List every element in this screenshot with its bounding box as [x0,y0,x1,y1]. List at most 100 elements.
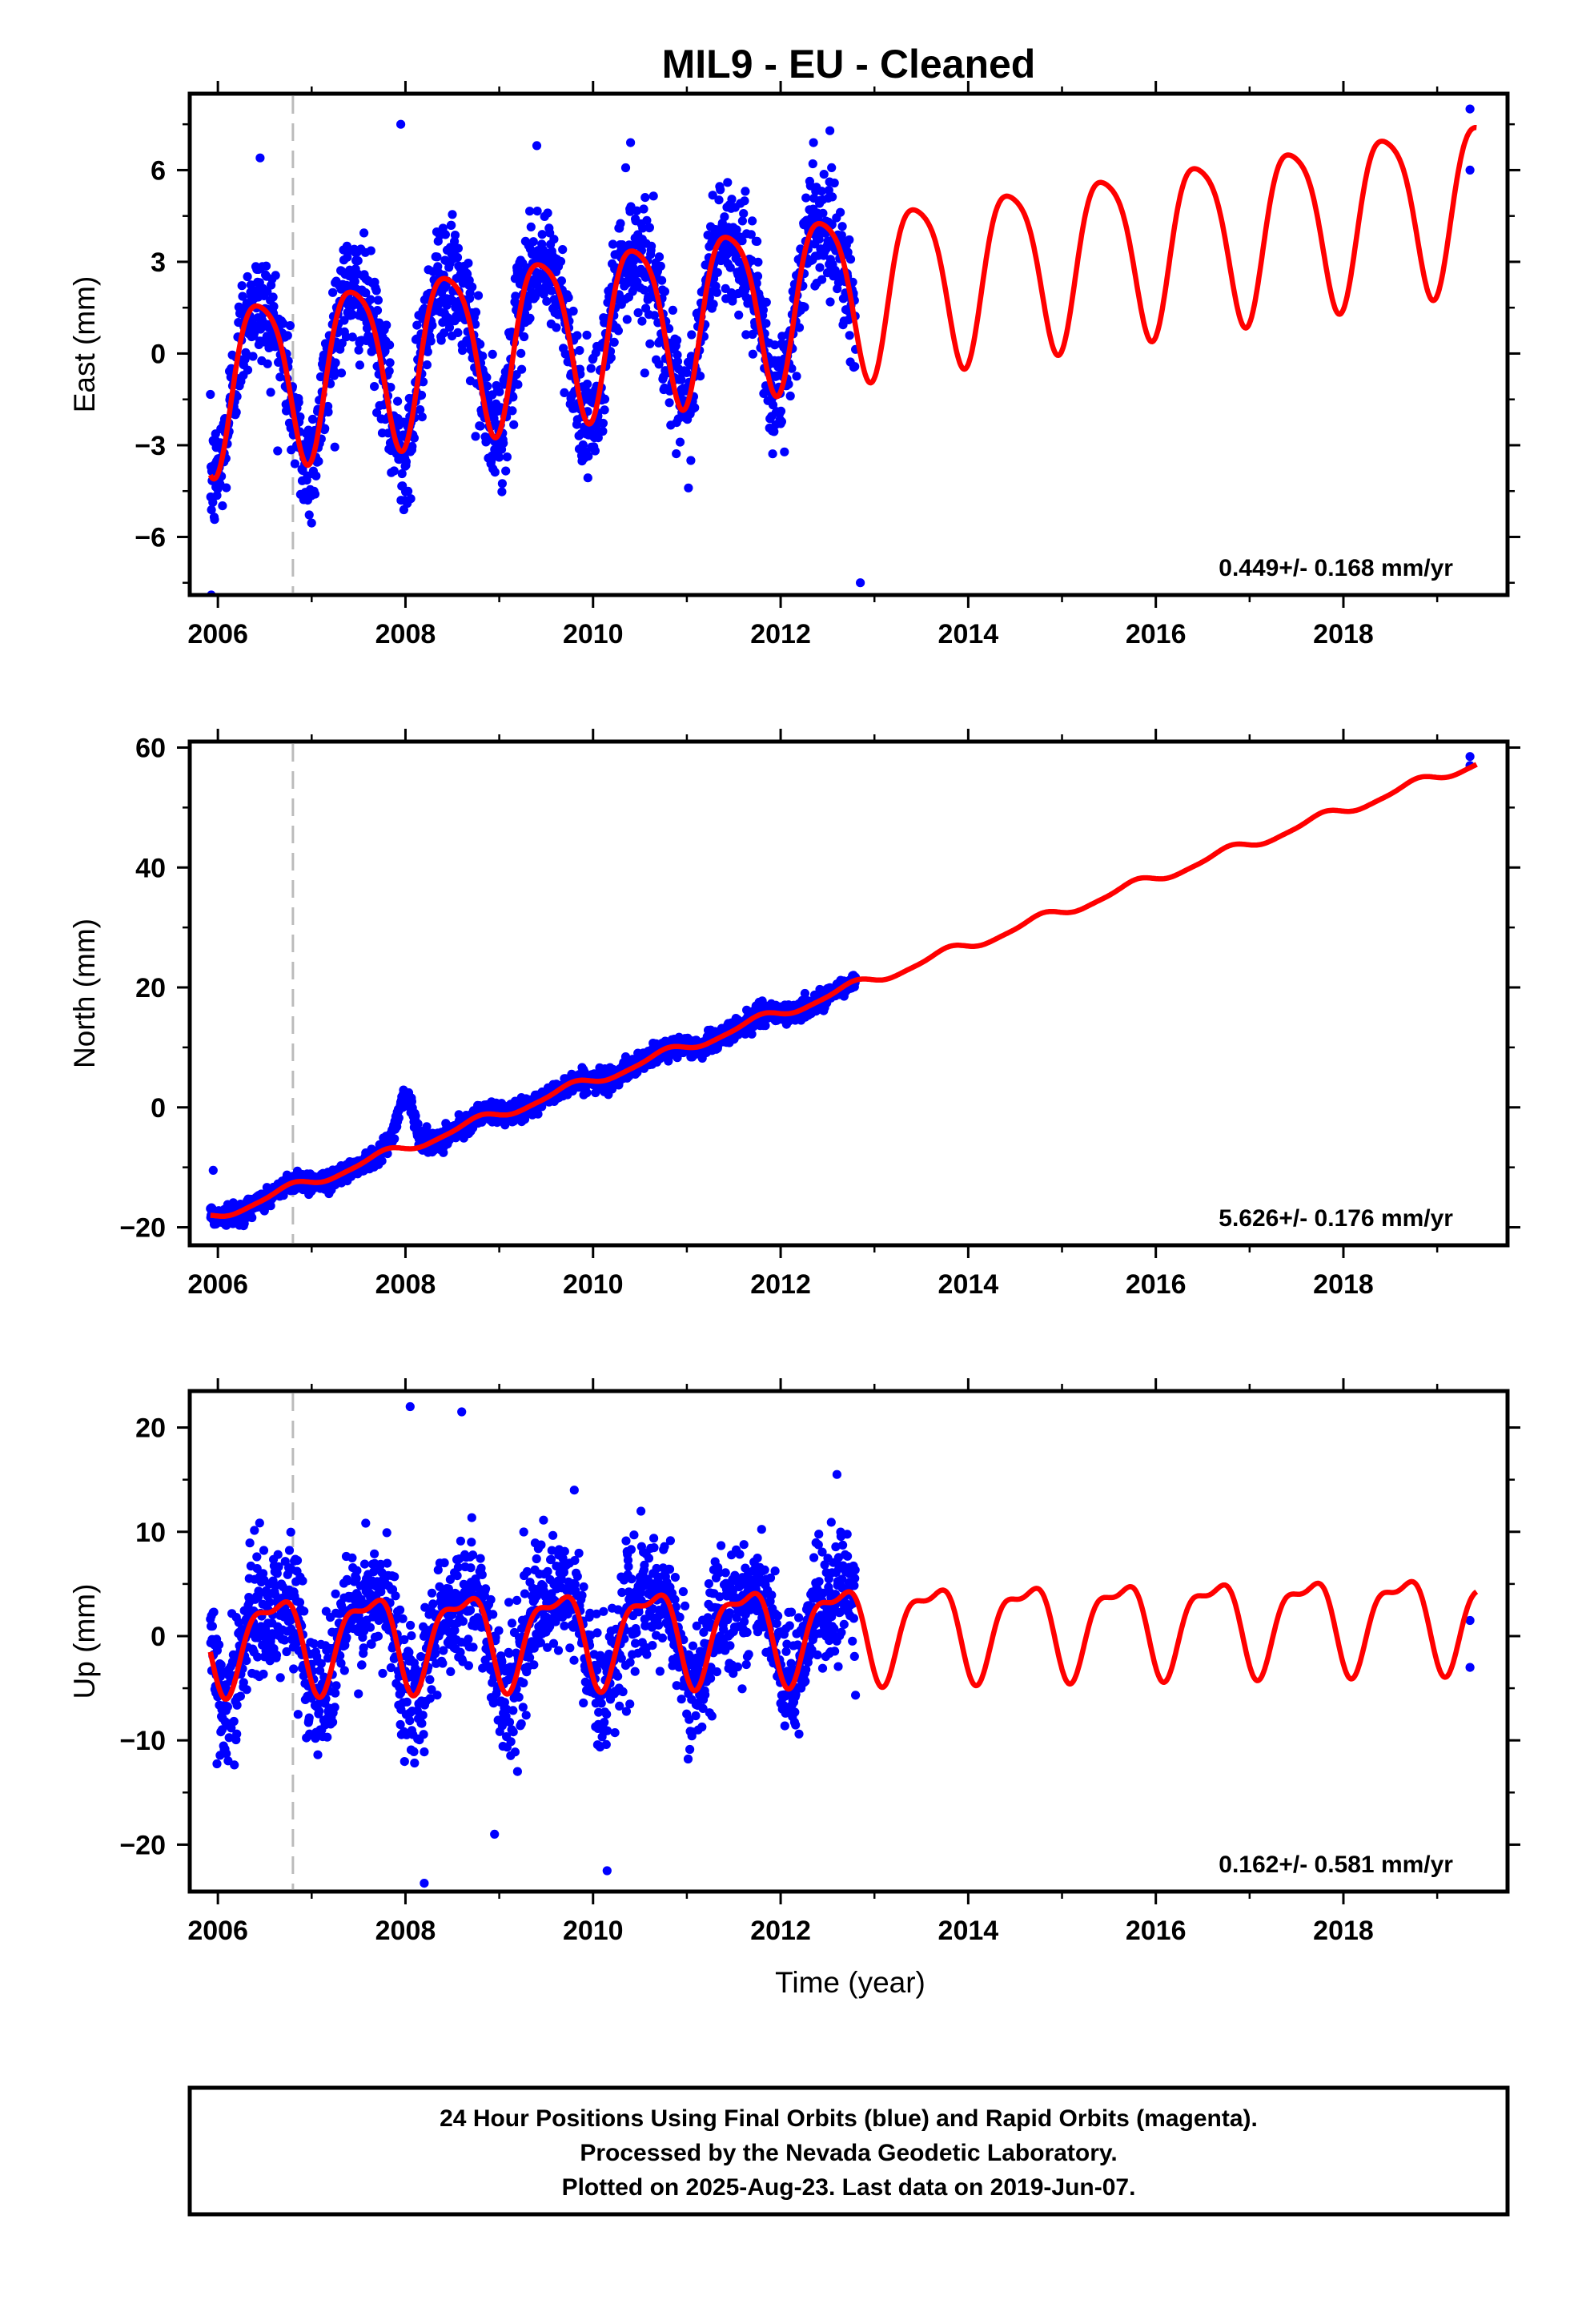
data-point [245,1538,255,1548]
data-point [507,1618,517,1628]
data-point [569,1655,579,1665]
data-point [230,1760,239,1770]
data-point [440,328,449,338]
data-point [408,441,417,452]
data-point [471,432,480,441]
data-point [466,1563,476,1573]
data-point [639,285,649,295]
data-point [586,364,596,373]
data-point [232,1729,242,1739]
data-point [673,336,682,345]
rate-annotation: 0.449+/- 0.168 mm/yr [1219,555,1453,581]
data-point [590,446,600,456]
data-point [366,246,375,255]
x-tick-label: 2008 [375,619,436,649]
data-point [299,1606,309,1616]
data-point [642,215,652,225]
data-point [543,208,552,218]
data-point [229,1716,239,1727]
data-point [582,1088,592,1098]
data-point [808,159,817,169]
data-point [525,313,535,323]
data-point [723,178,733,187]
y-tick-label: 40 [135,853,166,883]
data-point [639,204,648,214]
data-point [542,296,552,306]
data-point [373,1631,383,1641]
data-point [509,420,519,429]
data-point [770,340,780,350]
data-point [686,456,696,465]
data-point [304,1713,314,1723]
data-point [208,1165,218,1175]
data-point [660,287,670,296]
data-point [378,1668,387,1679]
data-point [622,315,632,324]
data-point [506,1737,516,1747]
data-point [508,1727,518,1737]
data-point [401,457,411,467]
data-point [417,412,427,422]
data-point [237,281,247,291]
data-point [621,1536,631,1546]
data-point [347,1553,357,1562]
data-point [690,403,700,412]
data-point [1465,752,1475,762]
data-point [331,1688,340,1698]
y-tick-label: −20 [119,1213,166,1244]
data-point [456,1536,466,1546]
data-point [336,368,347,378]
x-tick-label: 2018 [1313,619,1374,649]
data-point [684,483,693,493]
data-point [827,163,837,172]
data-point [753,236,762,246]
data-point [458,1617,468,1626]
data-point [467,1513,476,1522]
data-point [273,446,283,456]
data-point [331,358,340,368]
data-point [389,466,399,476]
data-point [448,210,457,219]
data-point [616,219,625,228]
data-point [223,1702,232,1711]
data-point [513,380,523,389]
x-tick-label: 2010 [563,1269,624,1300]
data-point [464,259,473,268]
data-point [748,349,758,359]
data-point [407,1631,416,1641]
data-point [672,449,681,459]
data-point [464,1661,474,1671]
data-point [514,266,524,275]
data-point [575,346,584,356]
data-point [304,510,314,520]
data-point [825,297,835,307]
data-point [508,1706,518,1715]
data-point [654,360,664,369]
data-point [737,236,747,246]
data-point [382,320,391,330]
data-point [673,350,682,360]
data-point [720,212,729,222]
data-point [648,191,658,201]
data-point [579,1582,588,1592]
data-point [620,163,631,173]
data-point [709,300,718,309]
data-point [543,1566,552,1576]
data-point [271,271,280,280]
data-point [331,1681,341,1691]
data-point [261,261,271,271]
data-point [404,1647,414,1657]
data-point [238,292,247,301]
data-point [347,309,357,319]
data-point [330,367,339,376]
data-point [422,1122,432,1132]
data-point [532,207,542,216]
data-point [243,365,253,375]
data-point [712,287,722,297]
data-point [412,320,422,330]
data-point [510,1747,520,1757]
x-tick-label: 2008 [375,1269,436,1300]
data-point [361,1518,371,1528]
data-point [574,1548,584,1558]
data-point [468,1550,478,1560]
